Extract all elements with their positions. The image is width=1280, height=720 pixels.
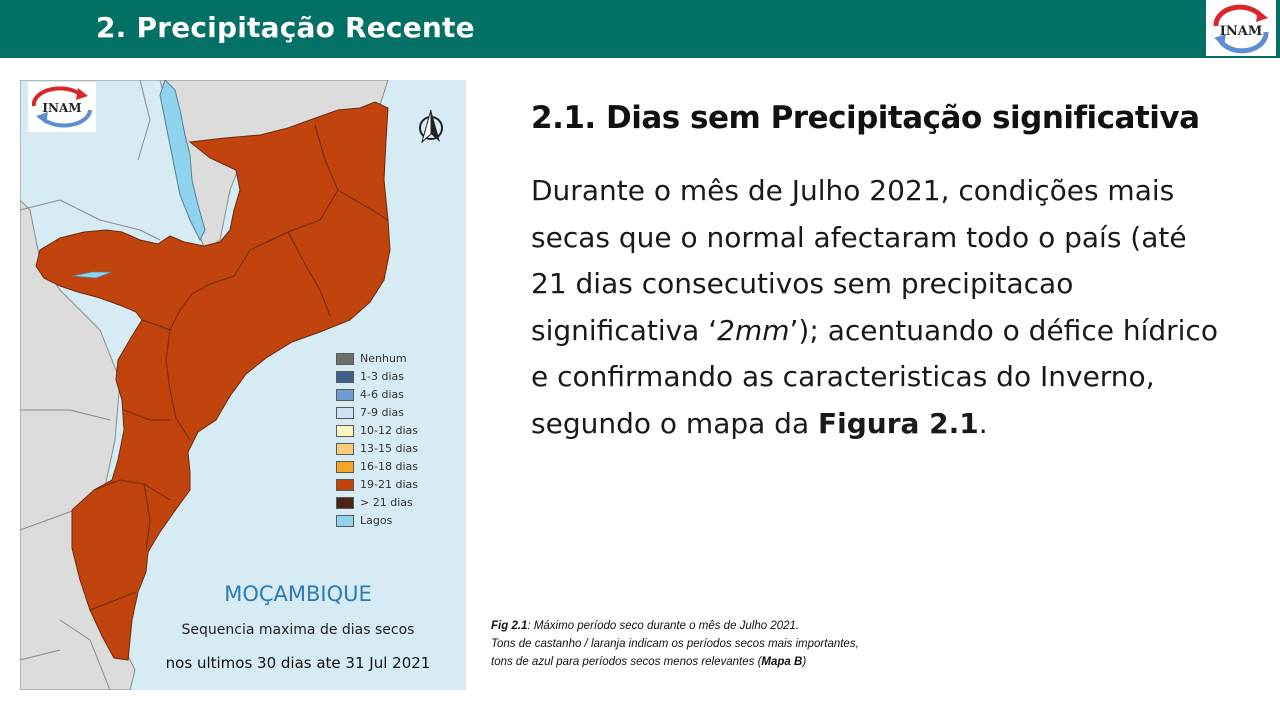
legend-swatch [336, 389, 354, 401]
legend-swatch [336, 515, 354, 527]
legend-label: 13-15 dias [360, 442, 418, 455]
caption-fig-label: Fig 2.1 [491, 620, 528, 632]
legend-label: 19-21 dias [360, 478, 418, 491]
caption-line-3: tons de azul para períodos secos menos r… [491, 653, 859, 671]
header-bar: 2. Precipitação Recente INAM [0, 0, 1280, 58]
map-period: nos ultimos 30 dias ate 31 Jul 2021 [165, 654, 431, 672]
map-inam-logo: INAM [28, 82, 96, 132]
north-arrow-icon [419, 109, 443, 144]
map-graphic: INAM [20, 80, 443, 690]
caption-line-1-text: : Máximo período seco durante o mês de J… [527, 620, 800, 632]
body-text-emphasis: 2mm [717, 313, 790, 347]
map-logo-text: INAM [42, 101, 81, 115]
body-text-end: . [978, 406, 988, 440]
legend-label: 10-12 dias [360, 424, 418, 437]
lake-cahora-bassa [71, 271, 113, 279]
caption-line-3-pre: tons de azul para períodos secos menos r… [491, 656, 762, 668]
caption-line-1: Fig 2.1: Máximo período seco durante o m… [491, 617, 859, 635]
legend-swatch [336, 425, 354, 437]
figure-caption: Fig 2.1: Máximo período seco durante o m… [491, 617, 859, 671]
logo-text: INAM [1220, 24, 1262, 39]
precipitation-map: INAM Nenhum 1-3 dias 4-6 dias 7-9 dias 1… [20, 80, 466, 690]
legend-label: 4-6 dias [360, 388, 404, 401]
legend-swatch [336, 479, 354, 491]
legend-swatch [336, 353, 354, 365]
body-text-mid: ’); acentuando o défice hídrico e confir… [531, 313, 1218, 440]
legend-label: 16-18 dias [360, 460, 418, 473]
figure-reference: Figura 2.1 [818, 406, 979, 440]
map-subtitle: Sequencia maxima de dias secos [181, 622, 415, 638]
section-body: Durante o mês de Julho 2021, condições m… [531, 168, 1231, 447]
section-heading: 2.1. Dias sem Precipitação significativa [531, 100, 1200, 136]
legend-label: 1-3 dias [360, 370, 404, 383]
caption-line-3-end: ) [802, 656, 807, 668]
mozambique-region [35, 101, 391, 661]
lake-malawi [159, 80, 206, 242]
body-text-pre: Durante o mês de Julho 2021, condições m… [531, 174, 1187, 347]
legend-swatch [336, 443, 354, 455]
legend-swatch [336, 497, 354, 509]
legend-label: 7-9 dias [360, 406, 404, 419]
inam-logo: INAM [1206, 0, 1276, 56]
legend-label: > 21 dias [360, 496, 413, 509]
caption-line-2: Tons de castanho / laranja indicam os pe… [491, 638, 859, 650]
legend-swatch [336, 461, 354, 473]
legend-swatch [336, 371, 354, 383]
legend-label: Nenhum [360, 352, 407, 365]
page-title: 2. Precipitação Recente [96, 11, 475, 44]
legend-swatch [336, 407, 354, 419]
legend-label: Lagos [360, 514, 393, 527]
caption-map-ref: Mapa B [761, 656, 803, 668]
map-country-label: MOÇAMBIQUE [224, 582, 372, 606]
